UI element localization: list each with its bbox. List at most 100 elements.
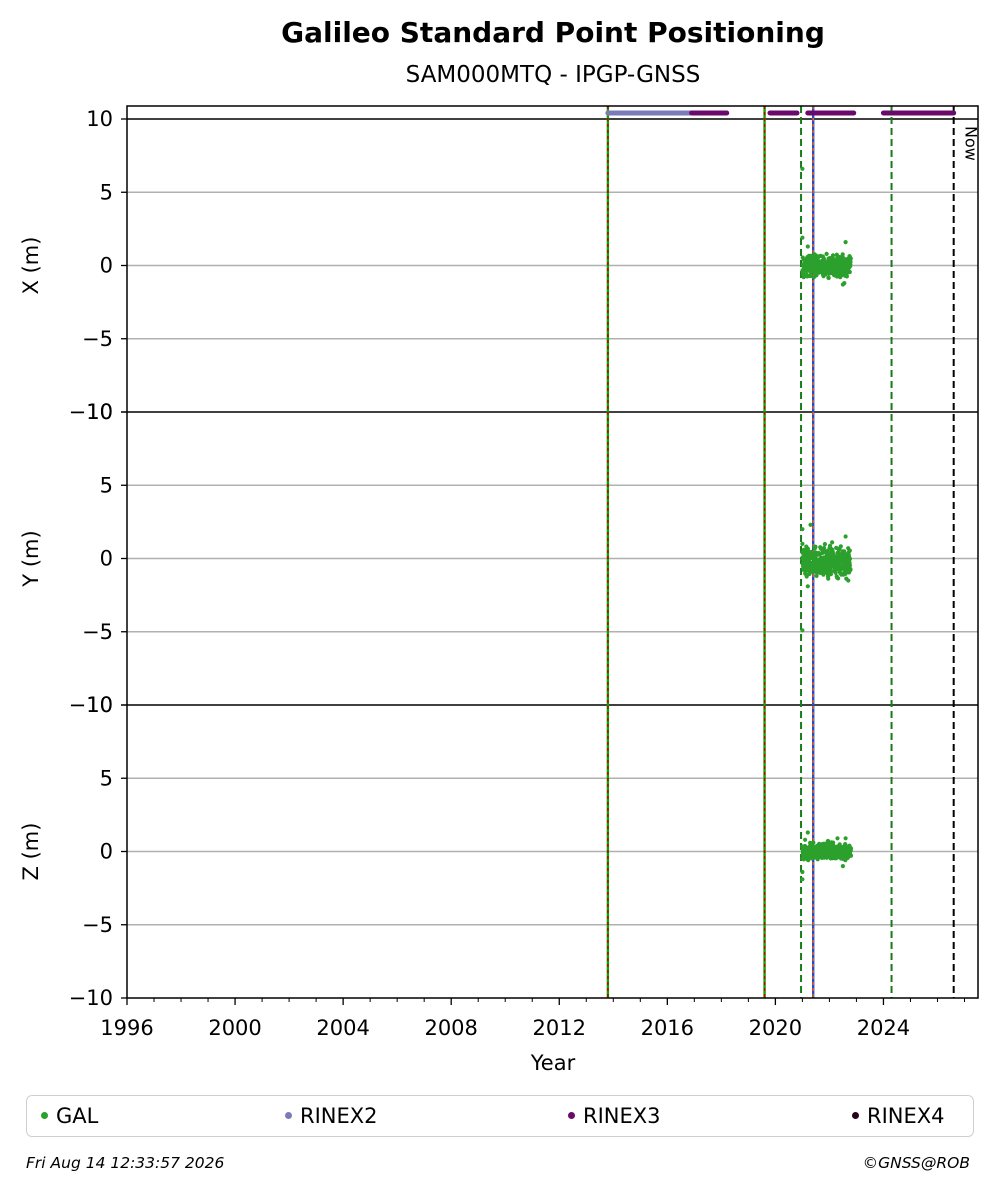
- data-point: [816, 569, 821, 575]
- data-point: [829, 257, 834, 262]
- data-point: [802, 560, 808, 565]
- data-point: [826, 555, 831, 560]
- data-point: [840, 864, 846, 869]
- data-point: [804, 574, 809, 579]
- data-point: [823, 269, 829, 274]
- data-point: [800, 877, 805, 882]
- data-point: [808, 273, 813, 279]
- data-point: [805, 584, 810, 589]
- data-point: [843, 854, 848, 860]
- x-tick-label: 1996: [100, 1016, 153, 1040]
- data-point: [838, 544, 843, 549]
- x-tick-label: 2016: [641, 1016, 694, 1040]
- data-point: [820, 566, 825, 571]
- data-point: [813, 557, 818, 562]
- data-point: [806, 556, 811, 561]
- data-point: [813, 261, 818, 266]
- data-point: [846, 851, 851, 856]
- data-point: [811, 840, 816, 845]
- data-point: [840, 258, 845, 263]
- data-point: [837, 267, 842, 272]
- data-point: [807, 259, 813, 264]
- legend: GAL RINEX2 RINEX3 RINEX4: [26, 1095, 974, 1137]
- data-point: [805, 830, 810, 835]
- y-tick-label: 5: [100, 766, 113, 790]
- y-tick-label: −10: [69, 400, 113, 424]
- data-point: [836, 843, 841, 848]
- data-point: [843, 836, 848, 841]
- data-point: [800, 869, 805, 875]
- data-point: [825, 551, 831, 556]
- data-point: [825, 840, 830, 845]
- data-point: [840, 269, 845, 274]
- data-point: [807, 563, 812, 568]
- data-point: [822, 851, 828, 857]
- data-point: [808, 270, 813, 275]
- scatter-series-gal: [800, 166, 853, 287]
- data-point: [812, 252, 817, 257]
- data-point: [826, 571, 831, 576]
- data-point: [827, 271, 832, 276]
- data-point: [802, 846, 807, 851]
- data-point: [819, 842, 824, 847]
- data-point: [821, 259, 827, 264]
- y-tick-label: 10: [86, 693, 113, 717]
- data-point: [846, 578, 851, 583]
- data-point: [830, 564, 835, 569]
- data-point: [816, 561, 821, 566]
- data-point: [830, 842, 835, 847]
- legend-marker-icon: [568, 1111, 575, 1119]
- y-tick-label: −10: [69, 986, 113, 1010]
- scatter-series-gal: [800, 522, 853, 633]
- y-tick-label: −5: [82, 913, 113, 937]
- data-point: [820, 254, 826, 259]
- data-point: [808, 253, 813, 258]
- y-tick-label: 10: [86, 107, 113, 131]
- data-point: [821, 274, 826, 279]
- data-point: [808, 840, 813, 846]
- data-point: [836, 551, 841, 556]
- data-point: [800, 235, 805, 240]
- legend-marker-icon: [852, 1111, 859, 1119]
- data-point: [801, 275, 806, 280]
- data-point: [830, 540, 835, 545]
- chart-title: Galileo Standard Point Positioning: [281, 16, 825, 49]
- scatter-series-gal: [800, 830, 854, 882]
- legend-item-rinex3: RINEX3: [568, 1104, 661, 1128]
- data-point: [818, 546, 824, 551]
- data-point: [827, 853, 833, 858]
- data-point: [810, 853, 816, 859]
- y-tick-label: 0: [100, 547, 113, 571]
- x-tick-label: 2024: [857, 1016, 910, 1040]
- data-point: [811, 275, 817, 280]
- data-point: [805, 567, 810, 572]
- data-point: [826, 576, 831, 581]
- footer-timestamp: Fri Aug 14 12:33:57 2026: [26, 1154, 225, 1172]
- data-point: [841, 562, 846, 568]
- data-point: [806, 858, 811, 863]
- data-point: [816, 848, 821, 854]
- data-point: [814, 573, 819, 579]
- data-point: [845, 564, 850, 569]
- data-point: [800, 550, 805, 555]
- x-tick-label: 2000: [208, 1016, 261, 1040]
- data-point: [802, 261, 807, 266]
- data-point: [815, 264, 820, 269]
- data-point: [834, 545, 839, 551]
- y-tick-label: 0: [100, 254, 113, 278]
- data-point: [835, 836, 840, 841]
- data-point: [844, 264, 849, 269]
- data-point: [808, 522, 813, 527]
- data-point: [806, 852, 811, 857]
- data-point: [824, 848, 830, 853]
- legend-item-rinex4: RINEX4: [852, 1104, 945, 1128]
- data-point: [832, 849, 837, 854]
- data-point: [819, 846, 824, 852]
- plot-layer: −10 −5 0 5 10 X (m) −10 −5 0 5 10 Y (m) −10 −5 0 5 10 Z (…: [19, 105, 981, 1040]
- data-point: [803, 837, 808, 842]
- footer-copyright: ©GNSS@ROB: [862, 1154, 970, 1172]
- legend-item-rinex2: RINEX2: [285, 1104, 378, 1128]
- data-point: [846, 546, 851, 551]
- data-point: [846, 568, 851, 574]
- data-point: [843, 273, 848, 278]
